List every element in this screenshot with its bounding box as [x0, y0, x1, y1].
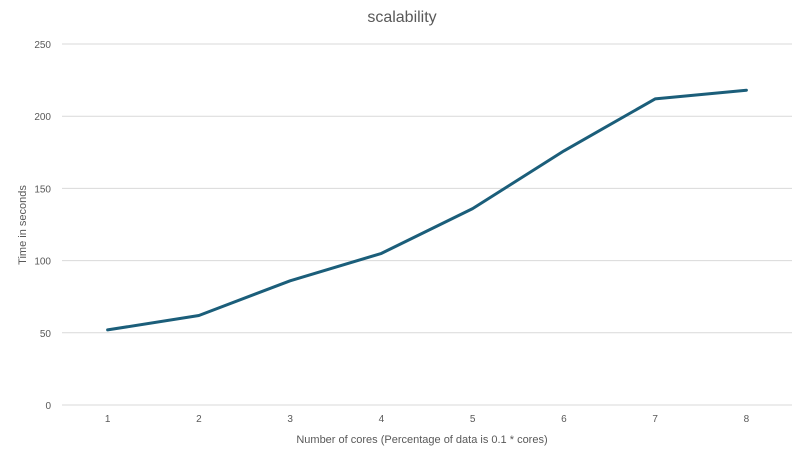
series-layer — [106, 88, 748, 332]
x-tick-label: 1 — [105, 414, 111, 425]
x-tick-label: 8 — [744, 414, 750, 425]
y-tick-label: 150 — [34, 184, 51, 195]
x-tick-label: 2 — [196, 414, 202, 425]
y-tick-label: 100 — [34, 257, 51, 268]
y-axis-label: Time in seconds — [17, 185, 29, 265]
y-axis-ticks: 0 50 100 150 200 250 — [34, 40, 51, 412]
x-tick-label: 7 — [652, 414, 658, 425]
x-tick-label: 4 — [379, 414, 385, 425]
y-tick-label: 0 — [45, 401, 51, 412]
x-axis-label: Number of cores (Percentage of data is 0… — [296, 434, 547, 446]
x-tick-label: 5 — [470, 414, 476, 425]
series-line-0 — [106, 88, 748, 332]
x-axis-ticks: 1 2 3 4 5 6 7 8 — [105, 414, 750, 425]
y-tick-label: 250 — [34, 40, 51, 51]
x-tick-label: 6 — [561, 414, 567, 425]
gridlines — [62, 43, 792, 406]
y-tick-label: 50 — [40, 329, 52, 340]
chart-title: scalability — [367, 9, 436, 26]
x-tick-label: 3 — [287, 414, 293, 425]
y-tick-label: 200 — [34, 112, 51, 123]
